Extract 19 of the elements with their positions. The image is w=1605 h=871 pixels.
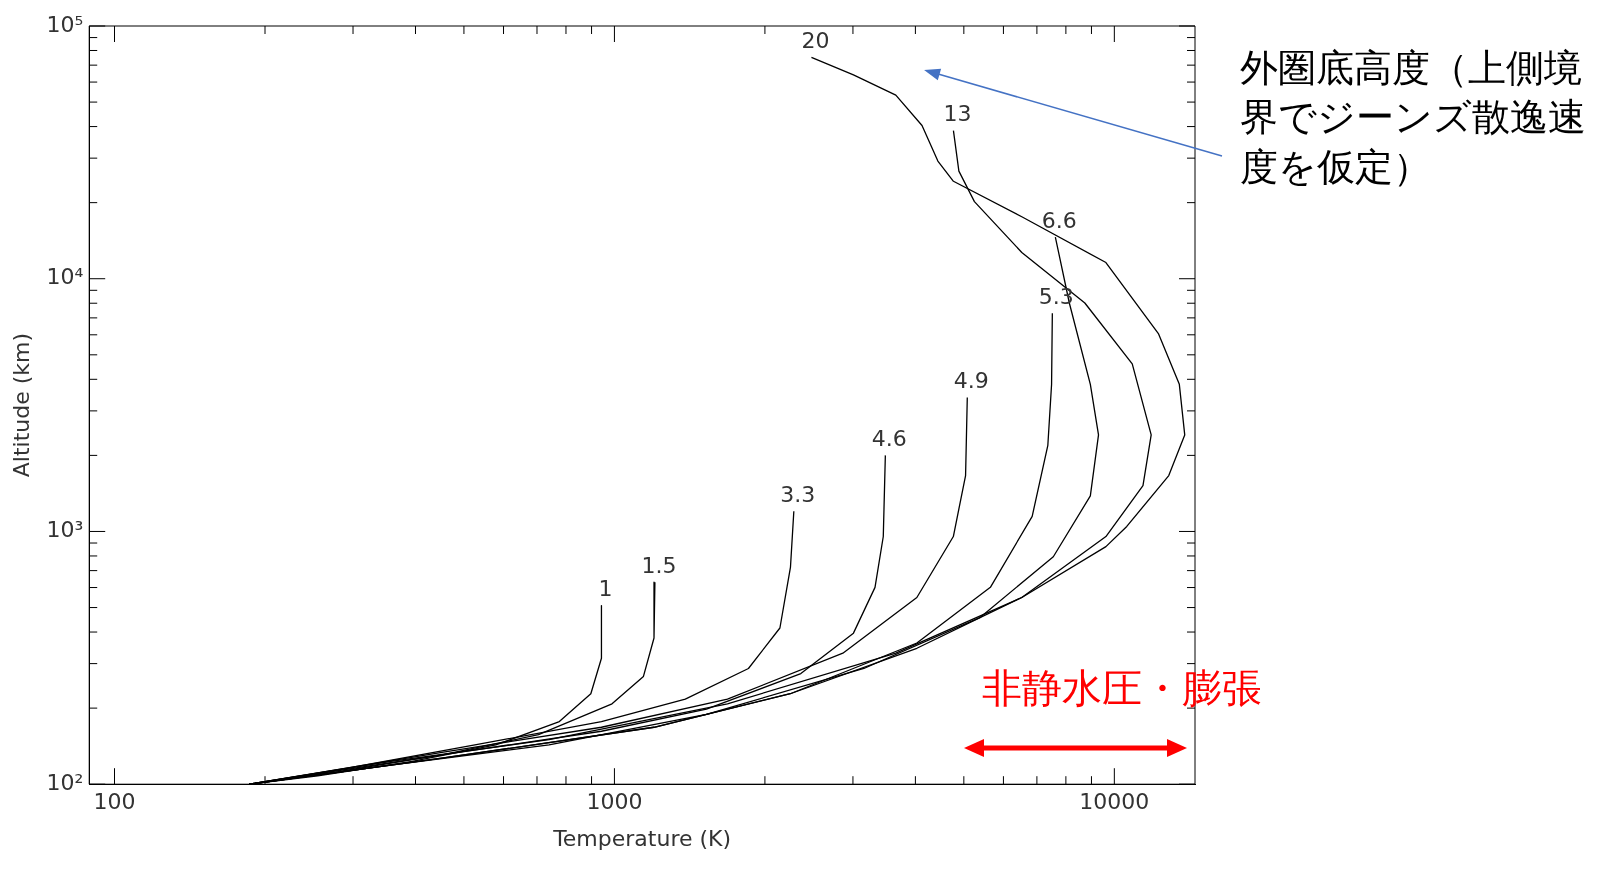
series-label: 3.3 <box>780 481 816 507</box>
series-label: 4.9 <box>953 368 989 394</box>
annotation: 非静水圧・膨張 <box>982 664 1262 713</box>
series-label: 13 <box>943 101 972 127</box>
y-axis-title: Altitude (km) <box>8 332 34 478</box>
series-label: 1.5 <box>641 552 677 578</box>
series-label: 4.6 <box>871 426 907 452</box>
legend-label: 20 <box>801 28 830 54</box>
y-tick-label: 10⁵ <box>46 11 84 37</box>
series-label: 1 <box>598 576 613 602</box>
series-label: 6.6 <box>1041 207 1077 233</box>
y-tick-label: 10³ <box>46 517 84 543</box>
y-tick-label: 10⁴ <box>46 264 84 290</box>
x-tick-label: 100 <box>93 789 136 815</box>
text: 外圏底高度（上側境界でジーンズ散逸速度を仮定） <box>1240 45 1587 191</box>
x-tick-label: 1000 <box>586 789 643 815</box>
y-tick-label: 10² <box>46 769 84 795</box>
x-axis-title: Temperature (K) <box>552 825 732 851</box>
x-tick-label: 10000 <box>1079 789 1150 815</box>
